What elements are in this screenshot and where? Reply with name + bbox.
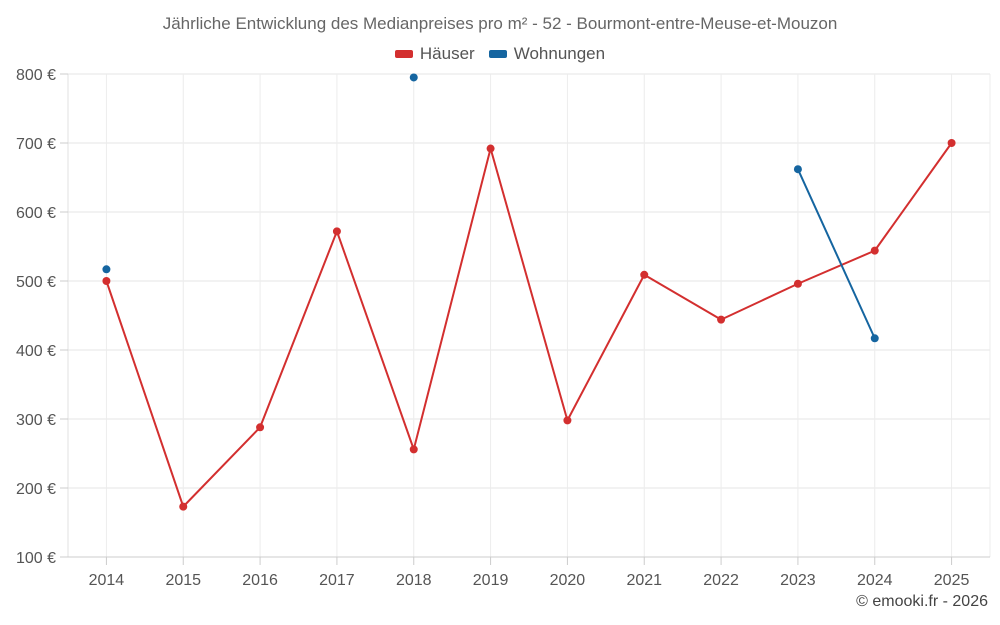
chart-title: Jährliche Entwicklung des Medianpreises … [162, 14, 838, 33]
axes: 100 € 200 € 300 € 400 € 500 € 600 € 700 € 800 €… [16, 67, 990, 589]
data-point-haeuser [102, 277, 111, 285]
x-tick-label: 2024 [857, 572, 893, 589]
series-line-haeuser [259, 230, 338, 429]
x-tick-label: 2017 [319, 572, 355, 589]
series-line-wohnungen [796, 168, 876, 340]
series-line-haeuser [105, 280, 185, 508]
series-line-haeuser [412, 147, 492, 451]
data-point-haeuser [640, 270, 649, 279]
data-point-wohnungen [102, 265, 111, 274]
data-point-haeuser [256, 423, 265, 432]
x-tick-label: 2018 [396, 572, 432, 589]
data-point-haeuser [947, 139, 956, 147]
legend: Häuser Wohnungen [0, 44, 1000, 64]
series-haeuser [102, 139, 956, 511]
legend-item-wohnungen[interactable]: Wohnungen [488, 44, 606, 64]
data-point-haeuser [409, 445, 418, 454]
y-tick-label: 700 € [16, 136, 56, 153]
data-point-haeuser [332, 227, 341, 236]
credit-text: © emooki.fr - 2026 [856, 593, 988, 610]
series-line-haeuser [182, 426, 262, 508]
series-line-haeuser [335, 230, 415, 451]
series-line-haeuser [720, 282, 799, 321]
data-point-haeuser [870, 246, 879, 255]
legend-label-haeuser: Häuser [419, 44, 475, 63]
data-point-wohnungen [793, 165, 802, 174]
data-point-wohnungen [870, 334, 879, 343]
y-tick-label: 300 € [16, 412, 56, 429]
legend-swatch-wohnungen [488, 50, 507, 58]
y-tick-label: 800 € [16, 67, 56, 84]
x-tick-label: 2020 [550, 572, 586, 589]
data-point-haeuser [486, 144, 495, 153]
data-point-haeuser [563, 416, 572, 425]
legend-swatch-haeuser [394, 50, 413, 58]
series-wohnungen [102, 73, 879, 343]
series-line-haeuser [873, 142, 953, 252]
series-line-haeuser [566, 273, 646, 422]
x-tick-label: 2021 [626, 572, 662, 589]
y-tick-label: 100 € [16, 550, 56, 567]
series-line-haeuser [796, 249, 876, 285]
y-tick-label: 600 € [16, 205, 56, 222]
legend-item-haeuser[interactable]: Häuser [394, 44, 475, 64]
x-tick-label: 2014 [89, 572, 125, 589]
data-point-haeuser [179, 502, 188, 511]
y-tick-label: 200 € [16, 481, 56, 498]
series-line-haeuser [643, 273, 723, 321]
series-line-haeuser [489, 147, 569, 422]
x-tick-label: 2025 [934, 572, 970, 589]
grid-lines [67, 73, 991, 558]
data-point-wohnungen [409, 73, 418, 82]
x-tick-label: 2022 [703, 572, 739, 589]
legend-label-wohnungen: Wohnungen [513, 44, 606, 63]
x-tick-label: 2023 [780, 572, 816, 589]
data-point-haeuser [717, 315, 726, 324]
series-layer [102, 73, 956, 511]
data-point-haeuser [793, 279, 802, 288]
x-tick-label: 2015 [165, 572, 201, 589]
x-tick-label: 2019 [473, 572, 509, 589]
x-tick-label: 2016 [242, 572, 278, 589]
y-tick-label: 500 € [16, 274, 56, 291]
y-tick-label: 400 € [16, 343, 56, 360]
